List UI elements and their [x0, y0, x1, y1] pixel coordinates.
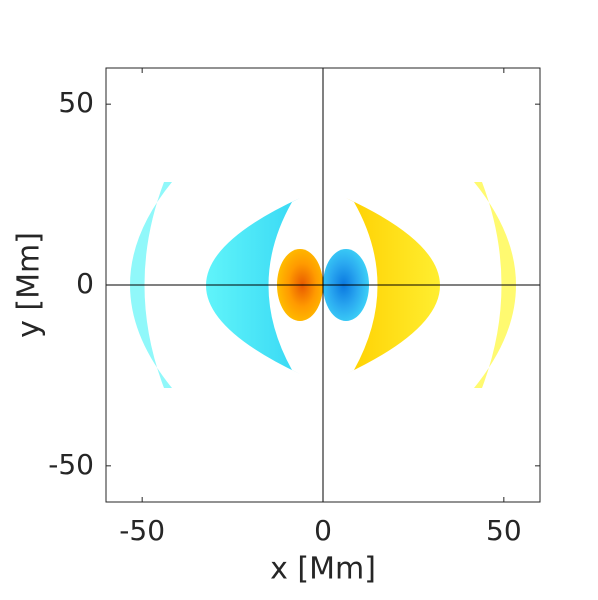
y-tick-label: 50 [58, 86, 94, 119]
x-axis-label: x [Mm] [270, 552, 376, 587]
x-tick-label: 50 [486, 514, 522, 547]
y-tick-label: 0 [76, 267, 94, 300]
axes-box [105, 67, 541, 503]
axes: -50 0 50 -50 0 50 [48, 68, 540, 547]
x-tick-label: 0 [314, 514, 332, 547]
outer-arc-left [130, 182, 172, 388]
outer-arc-right [474, 182, 516, 388]
y-axis-label: y [Mm] [12, 232, 47, 338]
y-tick-label: -50 [48, 448, 94, 481]
crescent-right [346, 198, 440, 374]
crescent-left [206, 198, 300, 374]
x-tick-label: -50 [119, 514, 165, 547]
field-map [130, 182, 516, 388]
